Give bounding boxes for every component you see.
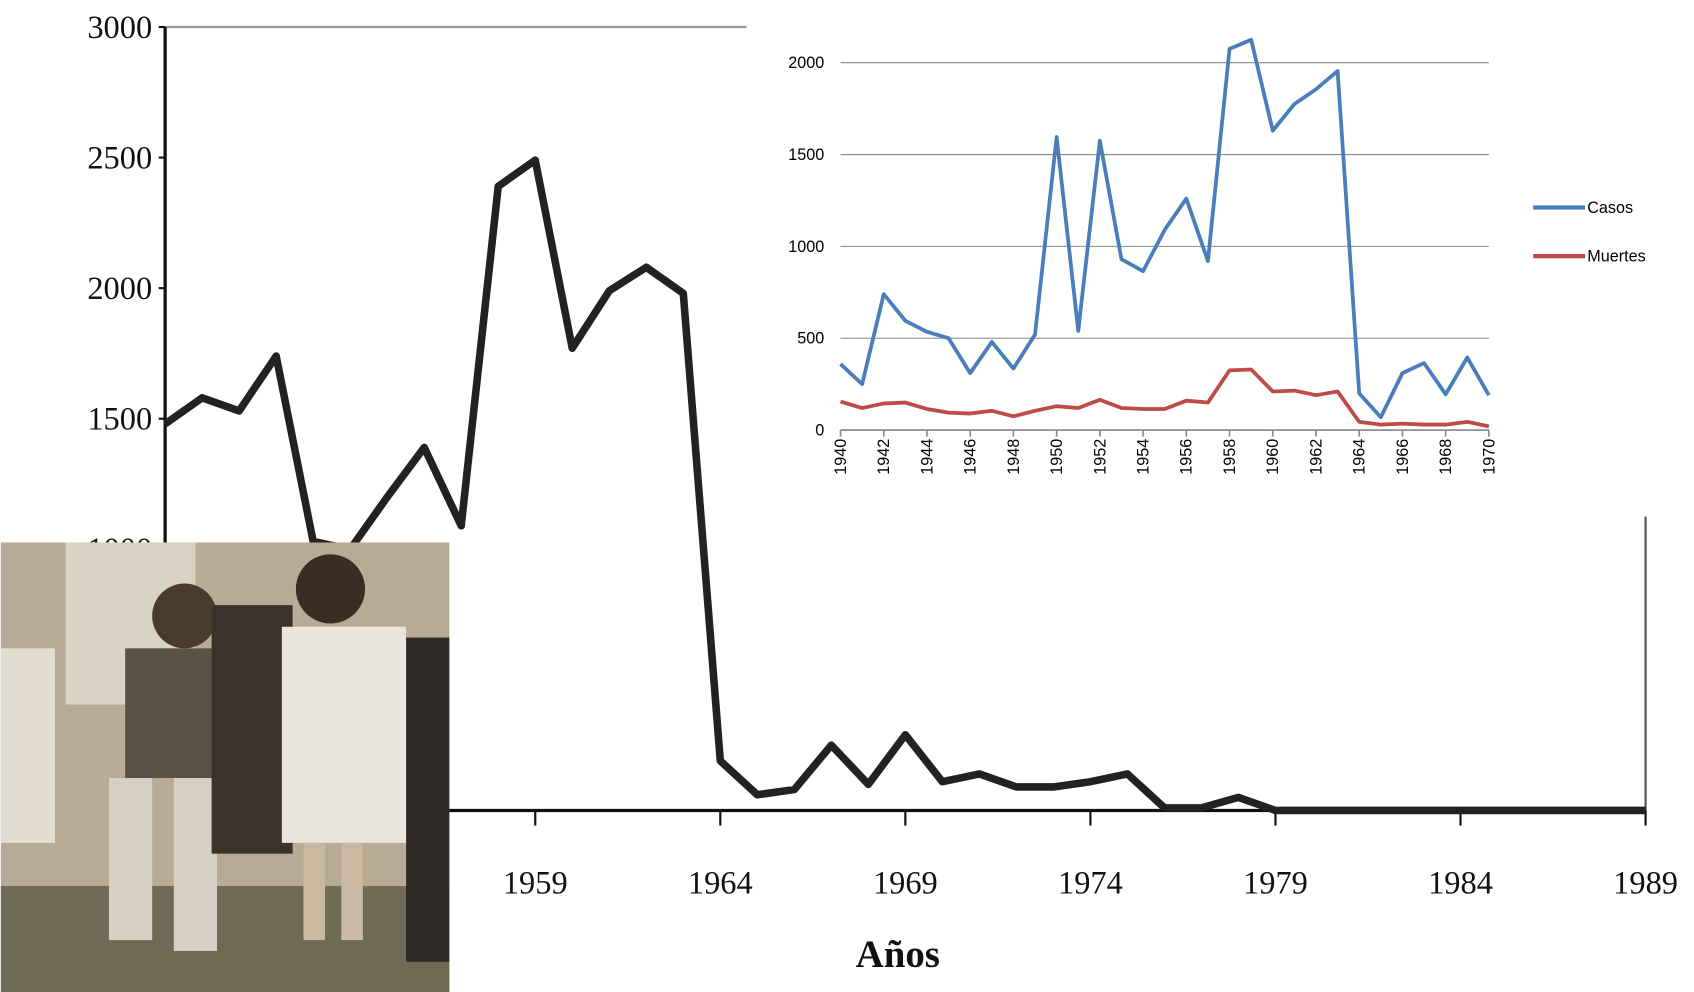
photo-girl-dress <box>281 626 407 843</box>
x-tick-label: 1954 <box>1134 439 1152 475</box>
x-tick-label: 1940 <box>832 439 850 475</box>
x-tick-label: 1984 <box>1428 866 1493 902</box>
photo-girl-leg <box>341 842 363 941</box>
x-tick-label: 1968 <box>1437 439 1455 475</box>
x-tick-label: 1959 <box>503 866 568 902</box>
x-tick-label: 1970 <box>1480 439 1498 475</box>
x-tick-label: 1962 <box>1307 439 1325 475</box>
photo-boy-head <box>152 583 218 649</box>
x-tick-label: 1974 <box>1058 866 1123 902</box>
photo-brace-right <box>173 778 218 951</box>
legend-label: Casos <box>1587 199 1633 217</box>
x-tick-label: 1946 <box>962 439 980 475</box>
y-tick-label: 0 <box>815 421 824 439</box>
y-tick-label: 500 <box>797 330 824 348</box>
x-tick-label: 1956 <box>1178 439 1196 475</box>
x-tick-label: 1942 <box>875 439 893 475</box>
inset-chart: 0 500 1000 1500 2000 1940 1942 1944 1946 1948 1950… <box>746 0 1694 517</box>
photo-girl-head <box>295 554 366 624</box>
x-tick-label: 1952 <box>1091 439 1109 475</box>
background-chart: 1000 1500 2000 2500 3000 1959 1964 1969 1974 1979… <box>87 10 1678 976</box>
legend-label: Muertes <box>1587 248 1645 266</box>
y-tick-label: 2000 <box>788 54 824 72</box>
photo-child-left <box>0 648 55 843</box>
data-line <box>839 367 1490 429</box>
x-tick-label: 1966 <box>1394 439 1412 475</box>
x-tick-label: 1969 <box>873 866 938 902</box>
y-tick-label: 3000 <box>87 10 152 46</box>
y-tick-label: 1000 <box>788 238 824 256</box>
photo-boy-body <box>125 648 223 779</box>
x-tick-label: 1948 <box>1005 439 1023 475</box>
x-tick-label: 1958 <box>1221 439 1239 475</box>
x-tick-label: 1944 <box>918 439 936 475</box>
photo-brace-left <box>108 778 153 941</box>
data-line <box>839 37 1491 420</box>
x-tick-label: 1989 <box>1613 866 1678 902</box>
photo-girl-leg <box>303 842 326 941</box>
x-tick-label: 1964 <box>688 866 753 902</box>
photo-ground <box>0 886 450 992</box>
y-tick-label: 1500 <box>788 146 824 164</box>
photo-woman <box>211 605 293 854</box>
x-tick-label: 1950 <box>1048 439 1066 475</box>
photo <box>0 542 450 992</box>
y-tick-label: 2500 <box>87 140 152 176</box>
y-tick-label: 2000 <box>87 271 152 307</box>
data-line <box>162 156 1646 815</box>
x-tick-label: 1960 <box>1264 439 1282 475</box>
y-tick-label: 1500 <box>87 402 152 438</box>
photo-adult-right <box>406 637 450 962</box>
x-axis-title: Años <box>856 933 940 976</box>
x-tick-label: 1964 <box>1351 439 1369 475</box>
x-tick-label: 1979 <box>1243 866 1308 902</box>
